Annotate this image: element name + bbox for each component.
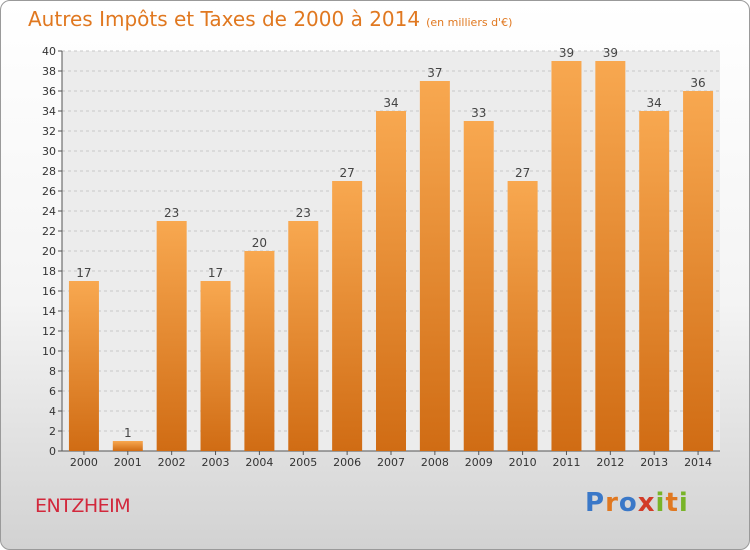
y-tick-label: 4 xyxy=(49,405,56,418)
y-tick-label: 34 xyxy=(42,105,56,118)
bar xyxy=(419,81,450,451)
y-tick-label: 6 xyxy=(49,385,56,398)
bar-value-label: 23 xyxy=(164,206,179,220)
proxiti-logo: Proxiti xyxy=(585,488,689,518)
bar-value-label: 34 xyxy=(383,96,398,110)
y-tick-label: 12 xyxy=(42,325,56,338)
y-tick-label: 8 xyxy=(49,365,56,378)
chart-title: Autres Impôts et Taxes de 2000 à 2014 (en… xyxy=(28,7,512,31)
x-tick-label: 2006 xyxy=(333,456,361,469)
y-tick-label: 22 xyxy=(42,225,56,238)
x-tick-label: 2011 xyxy=(552,456,580,469)
y-tick-label: 36 xyxy=(42,85,56,98)
bar xyxy=(200,281,231,451)
bar xyxy=(683,91,714,451)
bar-value-label: 20 xyxy=(252,236,267,250)
bar-value-label: 39 xyxy=(603,46,618,60)
x-tick-label: 2010 xyxy=(509,456,537,469)
x-tick-label: 2009 xyxy=(465,456,493,469)
bar-value-label: 33 xyxy=(471,106,486,120)
x-tick-label: 2013 xyxy=(640,456,668,469)
bar xyxy=(551,61,582,451)
y-tick-label: 18 xyxy=(42,265,56,278)
bar xyxy=(112,441,143,451)
y-tick-label: 26 xyxy=(42,185,56,198)
bar xyxy=(288,221,319,451)
bar-value-label: 39 xyxy=(559,46,574,60)
y-tick-label: 16 xyxy=(42,285,56,298)
y-tick-label: 20 xyxy=(42,245,56,258)
x-tick-label: 2005 xyxy=(289,456,317,469)
bar xyxy=(463,121,494,451)
bar-value-label: 23 xyxy=(296,206,311,220)
bar xyxy=(332,181,363,451)
y-tick-label: 24 xyxy=(42,205,56,218)
y-tick-label: 28 xyxy=(42,165,56,178)
y-tick-label: 2 xyxy=(49,425,56,438)
x-tick-label: 2001 xyxy=(114,456,142,469)
x-tick-label: 2012 xyxy=(596,456,624,469)
commune-name: ENTZHEIM xyxy=(35,495,131,517)
bar-value-label: 1 xyxy=(124,426,132,440)
bar-value-label: 27 xyxy=(339,166,354,180)
chart-subtitle: (en milliers d'€) xyxy=(426,16,513,29)
bar-value-label: 36 xyxy=(690,76,705,90)
bar xyxy=(376,111,406,451)
x-tick-label: 2007 xyxy=(377,456,405,469)
chart-title-text: Autres Impôts et Taxes de 2000 à 2014 xyxy=(28,7,421,31)
y-tick-label: 10 xyxy=(42,345,56,358)
y-tick-label: 30 xyxy=(42,145,56,158)
bar xyxy=(68,281,99,451)
bar-value-label: 37 xyxy=(427,66,442,80)
bar xyxy=(595,61,626,451)
y-tick-label: 40 xyxy=(42,45,56,58)
x-tick-label: 2008 xyxy=(421,456,449,469)
x-tick-label: 2003 xyxy=(202,456,230,469)
bar-value-label: 17 xyxy=(76,266,91,280)
bar xyxy=(244,251,275,451)
y-tick-label: 32 xyxy=(42,125,56,138)
bar xyxy=(507,181,538,451)
x-tick-label: 2002 xyxy=(158,456,186,469)
x-tick-label: 2014 xyxy=(684,456,712,469)
y-tick-label: 0 xyxy=(49,445,56,458)
bar-value-label: 34 xyxy=(647,96,662,110)
bar-value-label: 17 xyxy=(208,266,223,280)
x-tick-label: 2000 xyxy=(70,456,98,469)
y-tick-label: 14 xyxy=(42,305,56,318)
bar-value-label: 27 xyxy=(515,166,530,180)
bar xyxy=(639,111,670,451)
x-tick-label: 2004 xyxy=(245,456,273,469)
y-tick-label: 38 xyxy=(42,65,56,78)
bar xyxy=(156,221,187,451)
